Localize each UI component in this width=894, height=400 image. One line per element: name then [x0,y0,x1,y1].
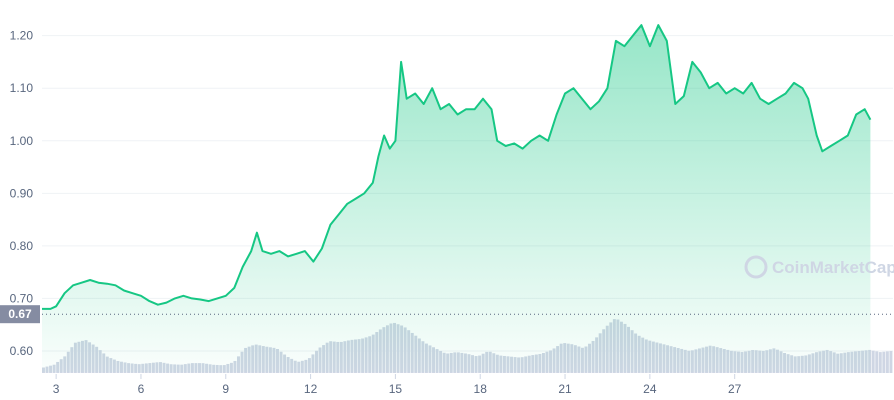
y-tick-label: 0.90 [10,186,34,200]
reference-line: 0.67 [0,305,893,324]
price-area-fill [42,25,871,372]
y-tick-label: 1.00 [10,134,34,148]
coinmarketcap-logo-icon [744,255,768,279]
price-area [42,24,872,372]
volume-bar [882,351,886,373]
price-line [42,24,872,310]
y-tick-label: 1.10 [10,81,34,95]
y-tick-label: 0.80 [10,239,34,253]
reference-badge [0,305,40,324]
y-tick-label: 1.20 [10,29,34,43]
volume-bar [885,351,889,373]
volume-bar [875,351,879,373]
x-tick-label: 15 [389,382,403,396]
x-tick-label: 9 [222,382,229,396]
x-tick-label: 6 [138,382,145,396]
x-tick-label: 27 [728,382,742,396]
y-axis: 0.60 0.70 0.80 0.90 1.00 1.10 1.20 [10,29,34,358]
x-tick-label: 21 [558,382,572,396]
watermark: CoinMarketCap [744,255,894,279]
volume-bar [878,352,882,373]
x-tick-label: 12 [304,382,318,396]
watermark-text: CoinMarketCap [772,258,894,277]
reference-label: 0.67 [8,307,32,321]
y-tick-label: 0.70 [10,291,34,305]
x-tick-label: 24 [643,382,657,396]
volume-bar [871,350,875,373]
x-tick-label: 3 [53,382,60,396]
volume-bar [889,351,893,373]
x-axis: 3 6 9 12 15 18 21 24 27 [53,374,742,396]
x-tick-label: 18 [474,382,488,396]
y-tick-label: 0.60 [10,344,34,358]
